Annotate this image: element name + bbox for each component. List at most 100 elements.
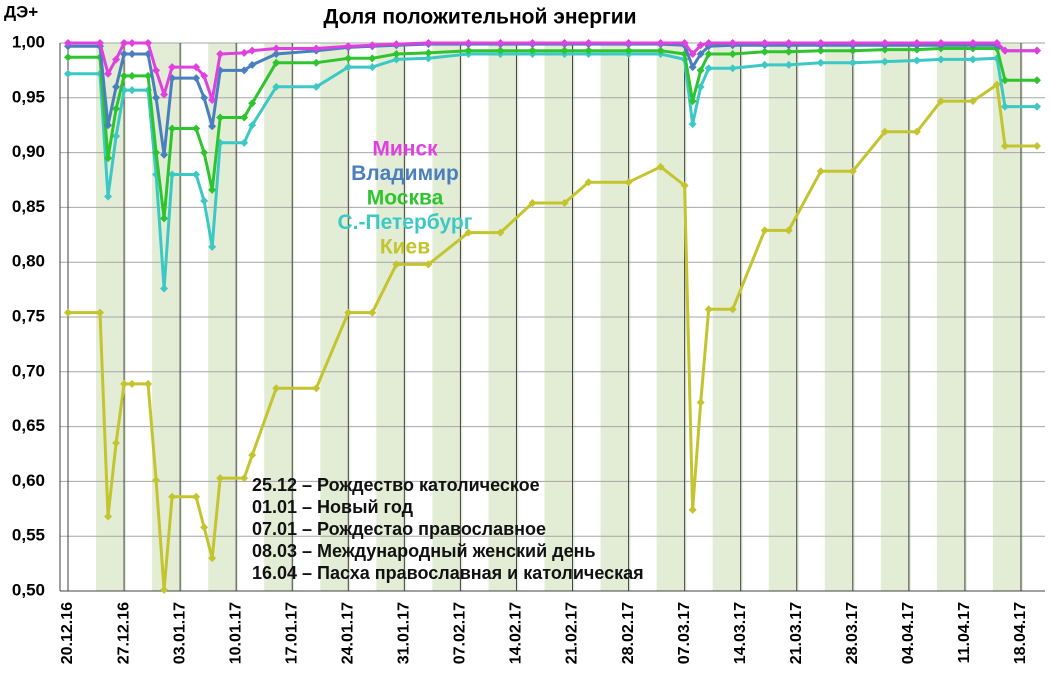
y-tick-label: 0,95 <box>12 87 45 106</box>
data-point <box>464 46 473 55</box>
data-point <box>784 47 793 56</box>
data-point <box>128 71 137 80</box>
data-point <box>200 71 209 80</box>
data-point <box>104 69 113 78</box>
data-point <box>128 379 137 388</box>
data-point <box>816 167 825 176</box>
data-point <box>760 226 769 235</box>
data-point <box>312 82 321 91</box>
data-point <box>344 42 353 51</box>
data-point <box>656 162 665 171</box>
data-point <box>704 39 713 47</box>
x-tick-label: 21.02.17 <box>564 602 581 664</box>
x-tick-label: 11.04.17 <box>956 602 973 664</box>
data-point <box>104 192 113 201</box>
data-point <box>168 63 177 72</box>
data-point <box>192 124 201 133</box>
data-point <box>424 48 433 57</box>
data-point <box>584 178 593 187</box>
data-point <box>160 585 169 594</box>
data-point <box>656 46 665 55</box>
data-point <box>848 39 857 47</box>
data-point <box>160 150 169 159</box>
data-point <box>96 308 105 317</box>
data-point <box>160 90 169 99</box>
data-point <box>240 113 249 122</box>
data-point <box>1032 46 1041 55</box>
data-point <box>816 39 825 47</box>
annotation: 07.01 – Рождестао православное <box>252 519 546 539</box>
data-point <box>192 74 201 83</box>
data-point <box>688 120 697 129</box>
x-tick-label: 07.03.17 <box>676 602 693 664</box>
x-tick-label: 14.02.17 <box>508 602 525 664</box>
data-point <box>696 82 705 91</box>
data-point <box>392 49 401 58</box>
data-point <box>1000 46 1009 55</box>
data-point <box>248 99 257 108</box>
data-point <box>160 214 169 223</box>
data-point <box>912 56 921 65</box>
data-point <box>696 66 705 75</box>
data-point <box>816 46 825 55</box>
data-point <box>216 49 225 58</box>
data-point <box>128 49 137 58</box>
data-point <box>152 148 161 157</box>
data-point <box>392 260 401 269</box>
x-tick-label: 14.03.17 <box>732 602 749 664</box>
data-point <box>344 54 353 63</box>
x-tick-label: 17.01.17 <box>283 602 300 664</box>
data-point <box>424 260 433 269</box>
data-point <box>120 71 129 80</box>
data-point <box>208 95 217 104</box>
data-point <box>168 124 177 133</box>
x-tick-label: 07.02.17 <box>452 602 469 664</box>
data-point <box>112 439 121 448</box>
x-tick-label: 20.12.16 <box>59 602 76 664</box>
data-point <box>936 97 945 106</box>
data-point <box>688 49 697 58</box>
data-point <box>152 476 161 485</box>
data-point <box>104 512 113 521</box>
data-point <box>624 39 633 47</box>
data-point <box>128 86 137 95</box>
data-point <box>248 60 257 69</box>
data-point <box>216 474 225 483</box>
annotation: 25.12 – Рождество католическое <box>252 475 540 495</box>
data-point <box>312 44 321 53</box>
data-point <box>272 44 281 53</box>
y-tick-label: 0,75 <box>12 306 45 325</box>
data-point <box>216 113 225 122</box>
data-point <box>192 492 201 501</box>
data-point <box>120 39 129 47</box>
data-point <box>368 308 377 317</box>
data-point <box>1032 76 1041 85</box>
y-tick-label: 1,00 <box>12 32 45 51</box>
data-point <box>392 40 401 49</box>
x-tick-label: 28.02.17 <box>620 602 637 664</box>
y-tick-label: 0,55 <box>12 526 45 545</box>
data-point <box>1000 76 1009 85</box>
data-point <box>528 39 537 47</box>
data-point <box>560 199 569 208</box>
data-point <box>112 132 121 141</box>
data-point <box>728 39 737 47</box>
legend-entry: Владимир <box>351 162 459 185</box>
data-point <box>152 93 161 102</box>
data-point <box>688 505 697 514</box>
data-point <box>848 167 857 176</box>
data-point <box>160 284 169 293</box>
data-point <box>880 39 889 47</box>
data-point <box>528 199 537 208</box>
data-point <box>760 39 769 47</box>
data-point <box>496 39 505 47</box>
data-point <box>880 45 889 54</box>
data-point <box>208 554 217 563</box>
data-point <box>200 196 209 205</box>
annotation: 01.01 – Новый год <box>252 497 414 517</box>
data-point <box>312 58 321 67</box>
data-point <box>240 66 249 75</box>
data-point <box>128 39 137 47</box>
data-point <box>64 69 73 78</box>
data-point <box>200 93 209 102</box>
